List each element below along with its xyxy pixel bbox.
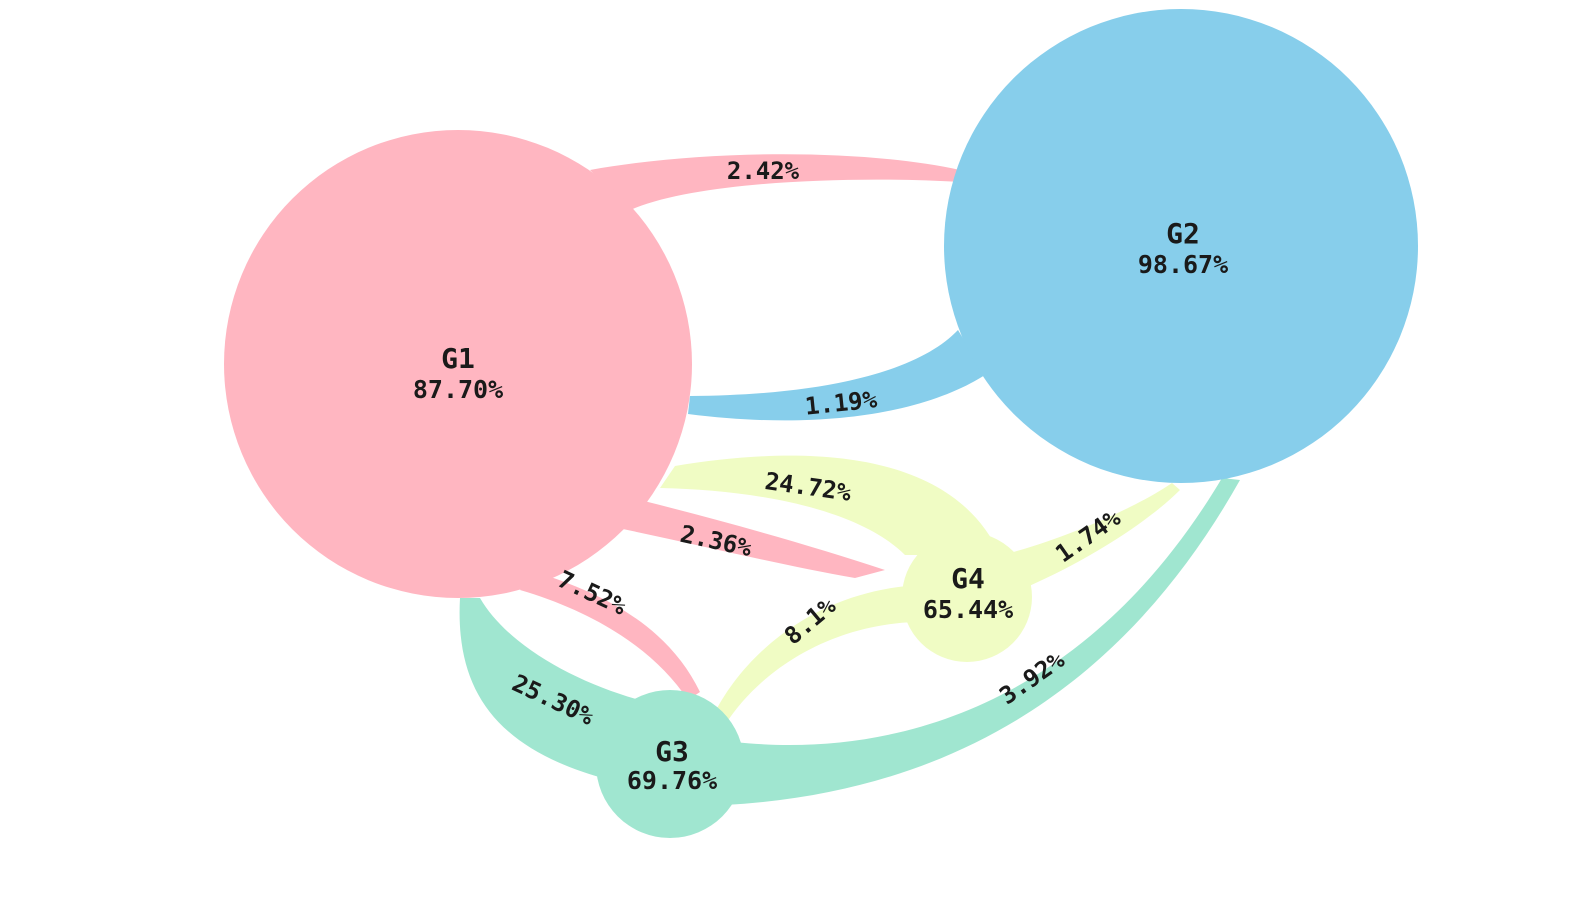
node-g4-circle <box>902 532 1032 662</box>
node-g4-value: 65.44% <box>923 595 1013 624</box>
node-g2-name: G2 <box>1166 217 1200 250</box>
node-g2-value: 98.67% <box>1138 250 1228 279</box>
flow-g2-to-g1 <box>688 330 985 421</box>
node-g1-name: G1 <box>441 342 475 375</box>
flow-g3-to-g2 <box>725 478 1240 805</box>
node-g3-value: 69.76% <box>627 766 717 795</box>
node-g3-circle <box>596 690 744 838</box>
flow-g1-to-g3 <box>520 572 700 700</box>
flow-g4-to-g2 <box>1010 483 1180 590</box>
node-g1-value: 87.70% <box>413 375 503 404</box>
flow-g4-to-g1 <box>660 455 1000 555</box>
flow-g1-to-g2 <box>590 154 960 210</box>
flow-g4-to-g3 <box>712 585 920 725</box>
node-g2-circle <box>944 9 1418 483</box>
node-g1-circle <box>224 130 692 598</box>
flow-g1-to-g4-label: 2.36% <box>678 520 755 563</box>
flow-g1-to-g4 <box>618 500 885 578</box>
node-g4-name: G4 <box>951 562 985 595</box>
node-g3-name: G3 <box>655 735 689 768</box>
flow-g1-to-g2-label: 2.42% <box>727 157 800 185</box>
